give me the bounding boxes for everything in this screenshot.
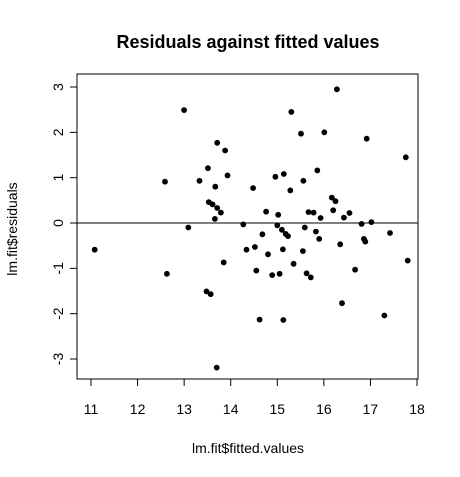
data-point (275, 211, 282, 218)
y-tick-label: -1 (50, 262, 66, 275)
data-point (220, 259, 227, 266)
data-point (162, 178, 168, 185)
data-point (381, 312, 388, 319)
data-point (212, 216, 218, 222)
x-axis: 11 12 13 14 15 16 17 18 (84, 378, 425, 417)
y-tick-label: 3 (50, 83, 66, 91)
data-point (224, 172, 231, 179)
data-point (185, 224, 192, 231)
x-tick-label: 16 (316, 401, 332, 417)
data-point (298, 130, 304, 137)
data-point (288, 109, 295, 115)
data-point (214, 205, 221, 211)
data-point (279, 226, 285, 233)
data-point (280, 246, 286, 253)
data-point (274, 222, 281, 229)
data-point (203, 288, 210, 295)
data-point (164, 270, 170, 277)
data-point (207, 291, 214, 298)
data-point (243, 246, 250, 253)
data-point (181, 107, 188, 113)
data-point (314, 167, 321, 174)
data-point (280, 317, 287, 323)
x-tick-label: 17 (363, 401, 379, 417)
data-point (290, 260, 297, 267)
data-point (346, 210, 353, 216)
data-points (91, 86, 411, 371)
y-tick-label: 0 (50, 219, 66, 227)
x-tick-label: 15 (269, 401, 285, 417)
data-point (310, 209, 317, 216)
data-point (334, 86, 340, 93)
data-point (328, 194, 335, 201)
data-point (209, 201, 216, 208)
y-axis-label: lm.fit$residuals (4, 182, 20, 275)
data-point (301, 224, 308, 231)
data-point (330, 207, 337, 214)
data-point (196, 177, 203, 184)
y-tick-label: -2 (50, 307, 66, 320)
data-point (218, 209, 224, 216)
data-point (303, 270, 310, 277)
chart-title: Residuals against fitted values (116, 32, 379, 52)
data-point (313, 228, 319, 235)
plot-frame (76, 73, 419, 380)
data-point (368, 219, 375, 226)
data-point (362, 238, 369, 245)
x-tick-label: 14 (223, 401, 239, 417)
data-point (300, 177, 307, 184)
data-point (272, 173, 279, 180)
data-point (285, 233, 291, 240)
data-point (256, 316, 263, 323)
data-point (307, 274, 314, 281)
data-point (332, 198, 339, 205)
data-point (352, 266, 358, 273)
data-point (300, 248, 306, 255)
x-axis-label: lm.fit$fitted.values (192, 440, 304, 456)
y-tick-label: 2 (50, 128, 66, 136)
data-point (205, 165, 211, 172)
data-point (214, 139, 221, 146)
y-tick-label: -3 (50, 353, 66, 366)
data-point (263, 208, 269, 215)
data-point (253, 267, 260, 274)
data-point (402, 154, 409, 161)
x-tick-label: 18 (409, 401, 425, 417)
data-point (404, 257, 411, 264)
data-point (363, 135, 370, 142)
data-point (269, 272, 276, 278)
y-axis: -3 -2 -1 0 1 2 3 (50, 83, 78, 366)
data-point (316, 236, 323, 242)
data-point (222, 147, 229, 154)
data-point (339, 300, 345, 307)
data-point (321, 129, 328, 136)
data-point (250, 185, 256, 192)
data-point (317, 215, 324, 221)
data-point (212, 183, 219, 190)
data-point (252, 244, 258, 250)
x-tick-label: 11 (84, 401, 99, 417)
y-tick-label: 1 (50, 174, 66, 182)
data-point (213, 364, 220, 371)
data-point (341, 214, 347, 221)
data-point (259, 231, 266, 238)
data-point (305, 209, 312, 216)
data-point (240, 221, 247, 228)
x-tick-label: 13 (176, 401, 192, 417)
x-tick-label: 12 (130, 401, 146, 417)
data-point (387, 230, 393, 236)
data-point (358, 221, 365, 227)
data-point (91, 246, 98, 253)
data-point (287, 187, 294, 194)
data-point (280, 171, 287, 177)
data-point (265, 251, 271, 258)
data-point (276, 270, 283, 277)
data-point (337, 241, 344, 248)
